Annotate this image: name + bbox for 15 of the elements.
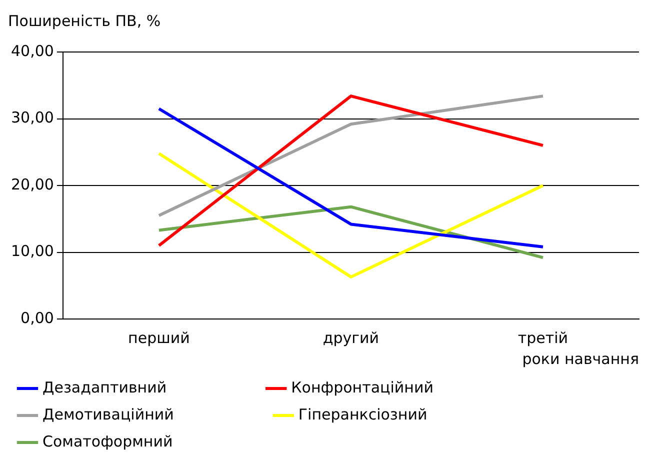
x-tick-label: перший bbox=[128, 328, 190, 347]
legend-label: Конфронтаційний bbox=[291, 378, 434, 396]
y-tick-label: 0,00 bbox=[20, 308, 54, 327]
legend-label: Соматоформний bbox=[42, 432, 263, 450]
y-tick-label: 10,00 bbox=[10, 242, 54, 260]
y-tick-label: 40,00 bbox=[10, 42, 54, 60]
y-tick-label: 20,00 bbox=[10, 175, 54, 194]
y-tick-label: 30,00 bbox=[10, 108, 54, 127]
legend-label: Демотиваційний bbox=[42, 405, 264, 424]
x-axis-title: роки навчання bbox=[522, 350, 639, 368]
x-tick-label: третій bbox=[518, 328, 568, 347]
x-tick-label: другий bbox=[322, 328, 380, 347]
legend-label: Дезадаптивний bbox=[42, 378, 257, 396]
legend-label: Гіперанксіозний bbox=[298, 405, 428, 424]
y-axis-title: Поширеність ПВ, % bbox=[8, 11, 162, 32]
